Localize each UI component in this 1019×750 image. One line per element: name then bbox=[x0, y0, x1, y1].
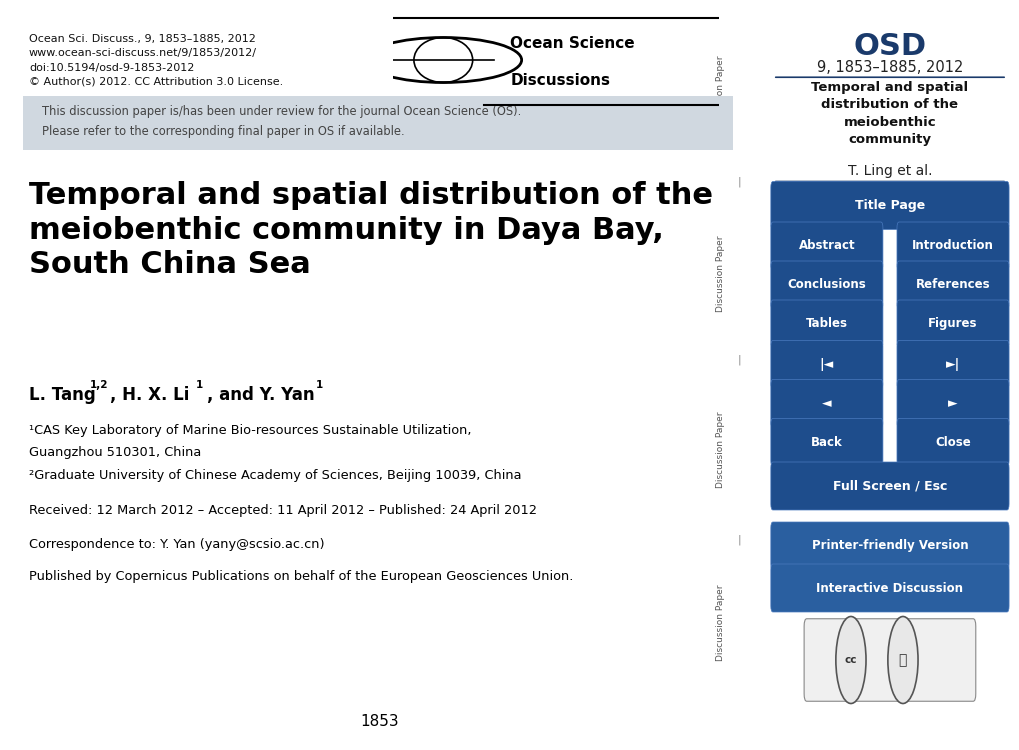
Text: Close: Close bbox=[934, 436, 970, 449]
Text: Figures: Figures bbox=[927, 317, 977, 331]
FancyBboxPatch shape bbox=[803, 619, 975, 701]
Text: Tables: Tables bbox=[805, 317, 847, 331]
FancyBboxPatch shape bbox=[896, 261, 1008, 309]
Text: Interactive Discussion: Interactive Discussion bbox=[815, 581, 963, 595]
Text: L. Tang: L. Tang bbox=[29, 386, 96, 404]
Text: ►|: ►| bbox=[945, 358, 959, 371]
FancyBboxPatch shape bbox=[770, 522, 1008, 570]
Text: Received: 12 March 2012 – Accepted: 11 April 2012 – Published: 24 April 2012: Received: 12 March 2012 – Accepted: 11 A… bbox=[29, 504, 536, 517]
Text: Back: Back bbox=[810, 436, 842, 449]
Text: ►: ► bbox=[948, 397, 957, 410]
Text: 1,2: 1,2 bbox=[90, 380, 108, 390]
FancyBboxPatch shape bbox=[770, 261, 882, 309]
Text: References: References bbox=[915, 278, 989, 292]
Text: Discussion Paper: Discussion Paper bbox=[715, 584, 725, 661]
FancyBboxPatch shape bbox=[770, 300, 882, 348]
Text: Ocean Science: Ocean Science bbox=[510, 35, 634, 51]
Circle shape bbox=[887, 616, 917, 704]
Text: 9, 1853–1885, 2012: 9, 1853–1885, 2012 bbox=[816, 60, 962, 75]
Text: Discussion Paper: Discussion Paper bbox=[715, 412, 725, 488]
Text: cc: cc bbox=[844, 655, 856, 665]
Text: ⓘ: ⓘ bbox=[898, 653, 906, 667]
FancyBboxPatch shape bbox=[770, 462, 1008, 510]
Text: Abstract: Abstract bbox=[798, 239, 854, 253]
Text: Ocean Sci. Discuss., 9, 1853–1885, 2012
www.ocean-sci-discuss.net/9/1853/2012/
d: Ocean Sci. Discuss., 9, 1853–1885, 2012 … bbox=[29, 34, 283, 87]
Circle shape bbox=[365, 38, 521, 82]
Text: , H. X. Li: , H. X. Li bbox=[110, 386, 190, 404]
FancyBboxPatch shape bbox=[770, 419, 882, 466]
FancyBboxPatch shape bbox=[770, 564, 1008, 612]
Text: Temporal and spatial
distribution of the
meiobenthic
community: Temporal and spatial distribution of the… bbox=[810, 81, 968, 146]
Text: ²Graduate University of Chinese Academy of Sciences, Beijing 10039, China: ²Graduate University of Chinese Academy … bbox=[29, 469, 521, 482]
Text: Title Page: Title Page bbox=[854, 199, 924, 212]
Text: This discussion paper is/has been under review for the journal Ocean Science (OS: This discussion paper is/has been under … bbox=[42, 105, 521, 137]
FancyBboxPatch shape bbox=[896, 222, 1008, 270]
Text: ¹CAS Key Laboratory of Marine Bio-resources Sustainable Utilization,: ¹CAS Key Laboratory of Marine Bio-resour… bbox=[29, 424, 471, 436]
Text: Published by Copernicus Publications on behalf of the European Geosciences Union: Published by Copernicus Publications on … bbox=[29, 570, 573, 583]
Text: Introduction: Introduction bbox=[911, 239, 993, 253]
FancyBboxPatch shape bbox=[22, 96, 733, 150]
Text: Discussion Paper: Discussion Paper bbox=[715, 236, 725, 312]
FancyBboxPatch shape bbox=[770, 222, 882, 270]
FancyBboxPatch shape bbox=[896, 340, 1008, 388]
FancyBboxPatch shape bbox=[770, 182, 1008, 230]
FancyBboxPatch shape bbox=[896, 419, 1008, 466]
Text: 1: 1 bbox=[196, 380, 203, 390]
Text: , and Y. Yan: , and Y. Yan bbox=[207, 386, 314, 404]
Text: Full Screen / Esc: Full Screen / Esc bbox=[832, 479, 947, 493]
Text: ◄: ◄ bbox=[821, 397, 830, 410]
FancyBboxPatch shape bbox=[770, 340, 882, 388]
Text: Discussions: Discussions bbox=[510, 74, 609, 88]
FancyBboxPatch shape bbox=[770, 380, 882, 427]
Text: 1: 1 bbox=[315, 380, 322, 390]
Text: OSD: OSD bbox=[853, 32, 925, 62]
Text: Conclusions: Conclusions bbox=[787, 278, 865, 292]
Text: |: | bbox=[737, 355, 740, 365]
Text: Temporal and spatial distribution of the
meiobenthic community in Daya Bay,
Sout: Temporal and spatial distribution of the… bbox=[29, 182, 712, 278]
Circle shape bbox=[835, 616, 865, 704]
Text: Guangzhou 510301, China: Guangzhou 510301, China bbox=[29, 446, 201, 459]
Text: Printer-friendly Version: Printer-friendly Version bbox=[811, 539, 967, 553]
Text: Correspondence to: Y. Yan (yany@scsio.ac.cn): Correspondence to: Y. Yan (yany@scsio.ac… bbox=[29, 538, 324, 550]
Text: T. Ling et al.: T. Ling et al. bbox=[847, 164, 931, 178]
FancyBboxPatch shape bbox=[896, 300, 1008, 348]
Text: |: | bbox=[737, 535, 740, 545]
Text: |◄: |◄ bbox=[819, 358, 834, 371]
Text: |: | bbox=[737, 176, 740, 187]
Text: Discussion Paper: Discussion Paper bbox=[715, 56, 725, 132]
FancyBboxPatch shape bbox=[896, 380, 1008, 427]
Text: 1853: 1853 bbox=[361, 714, 398, 729]
